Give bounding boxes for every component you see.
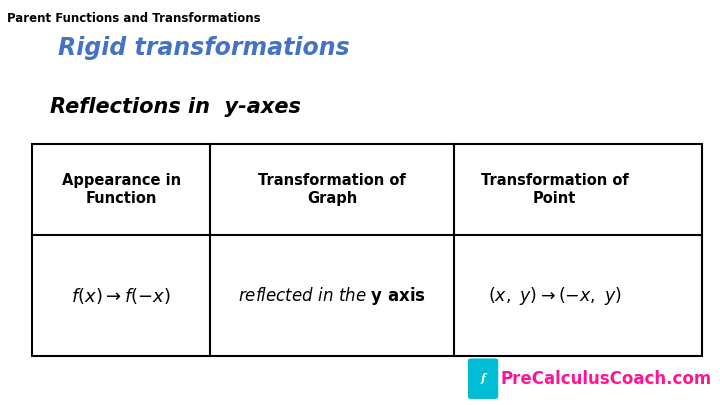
Text: Appearance in
Function: Appearance in Function — [61, 173, 181, 206]
Text: $f(x) \rightarrow f(-x)$: $f(x) \rightarrow f(-x)$ — [71, 286, 171, 306]
Text: Rigid transformations: Rigid transformations — [58, 36, 349, 60]
Text: $\mathit{reflected\ in\ the}\ \mathbf{y\ axis}$: $\mathit{reflected\ in\ the}\ \mathbf{y\… — [238, 285, 426, 307]
Text: PreCalculusCoach.com: PreCalculusCoach.com — [500, 370, 711, 388]
Text: f: f — [481, 373, 485, 384]
Text: Transformation of
Graph: Transformation of Graph — [258, 173, 406, 206]
Text: $(x,\ y) \rightarrow (-x,\ y)$: $(x,\ y) \rightarrow (-x,\ y)$ — [488, 285, 621, 307]
FancyBboxPatch shape — [468, 358, 498, 399]
Text: Reflections in  y-axes: Reflections in y-axes — [50, 97, 301, 117]
Text: Transformation of
Point: Transformation of Point — [481, 173, 629, 206]
Text: Parent Functions and Transformations: Parent Functions and Transformations — [7, 12, 261, 25]
